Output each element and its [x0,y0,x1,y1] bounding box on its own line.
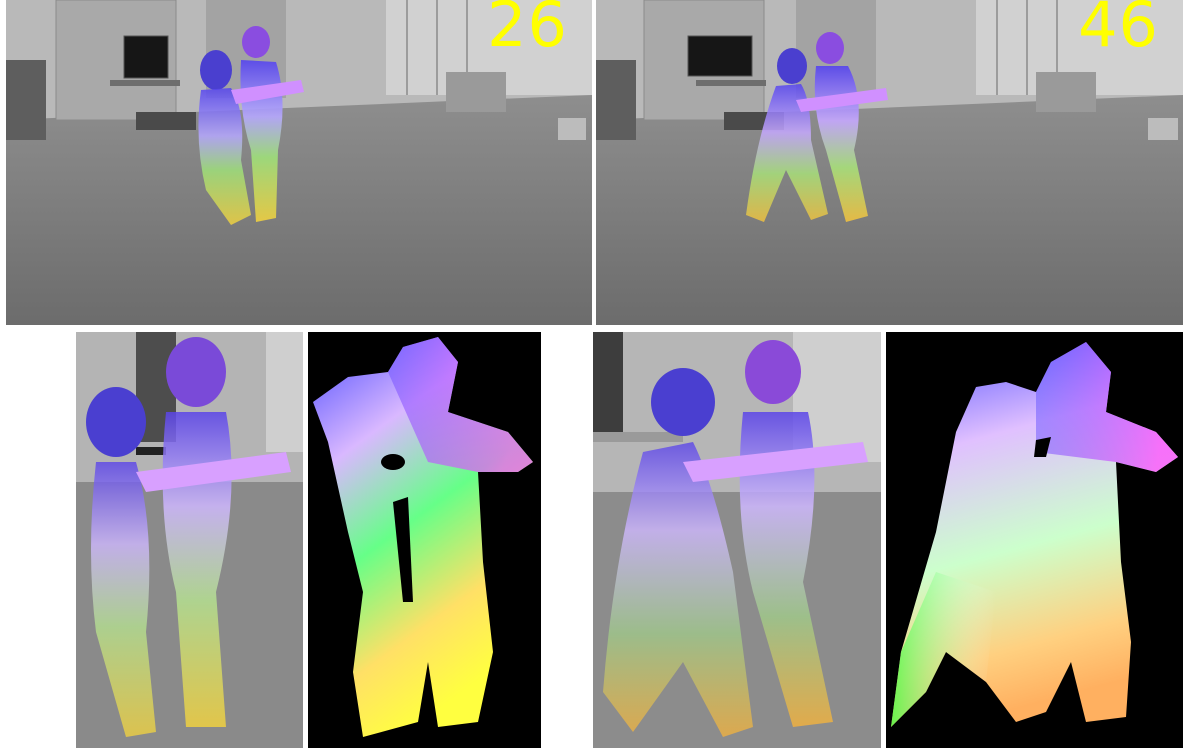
frame-46-crop-image [593,332,881,748]
frame-number-label: 26 [487,0,568,61]
frame-46-scene: 46 [596,0,1183,325]
frame-number-label: 46 [1078,0,1159,61]
frame-26-crop-image [76,332,303,748]
frame-46-color-map [886,332,1183,748]
frame-26-scene: 26 [6,0,592,325]
frame-26-color-map [308,332,541,748]
